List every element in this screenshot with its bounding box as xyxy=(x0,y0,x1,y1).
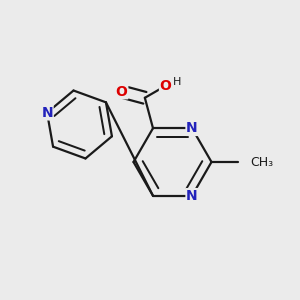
Text: O: O xyxy=(160,79,172,93)
Text: N: N xyxy=(41,106,53,120)
Text: H: H xyxy=(173,77,181,87)
Text: N: N xyxy=(186,121,198,135)
Text: O: O xyxy=(116,85,127,99)
Text: N: N xyxy=(186,189,198,203)
Text: CH₃: CH₃ xyxy=(250,155,273,169)
